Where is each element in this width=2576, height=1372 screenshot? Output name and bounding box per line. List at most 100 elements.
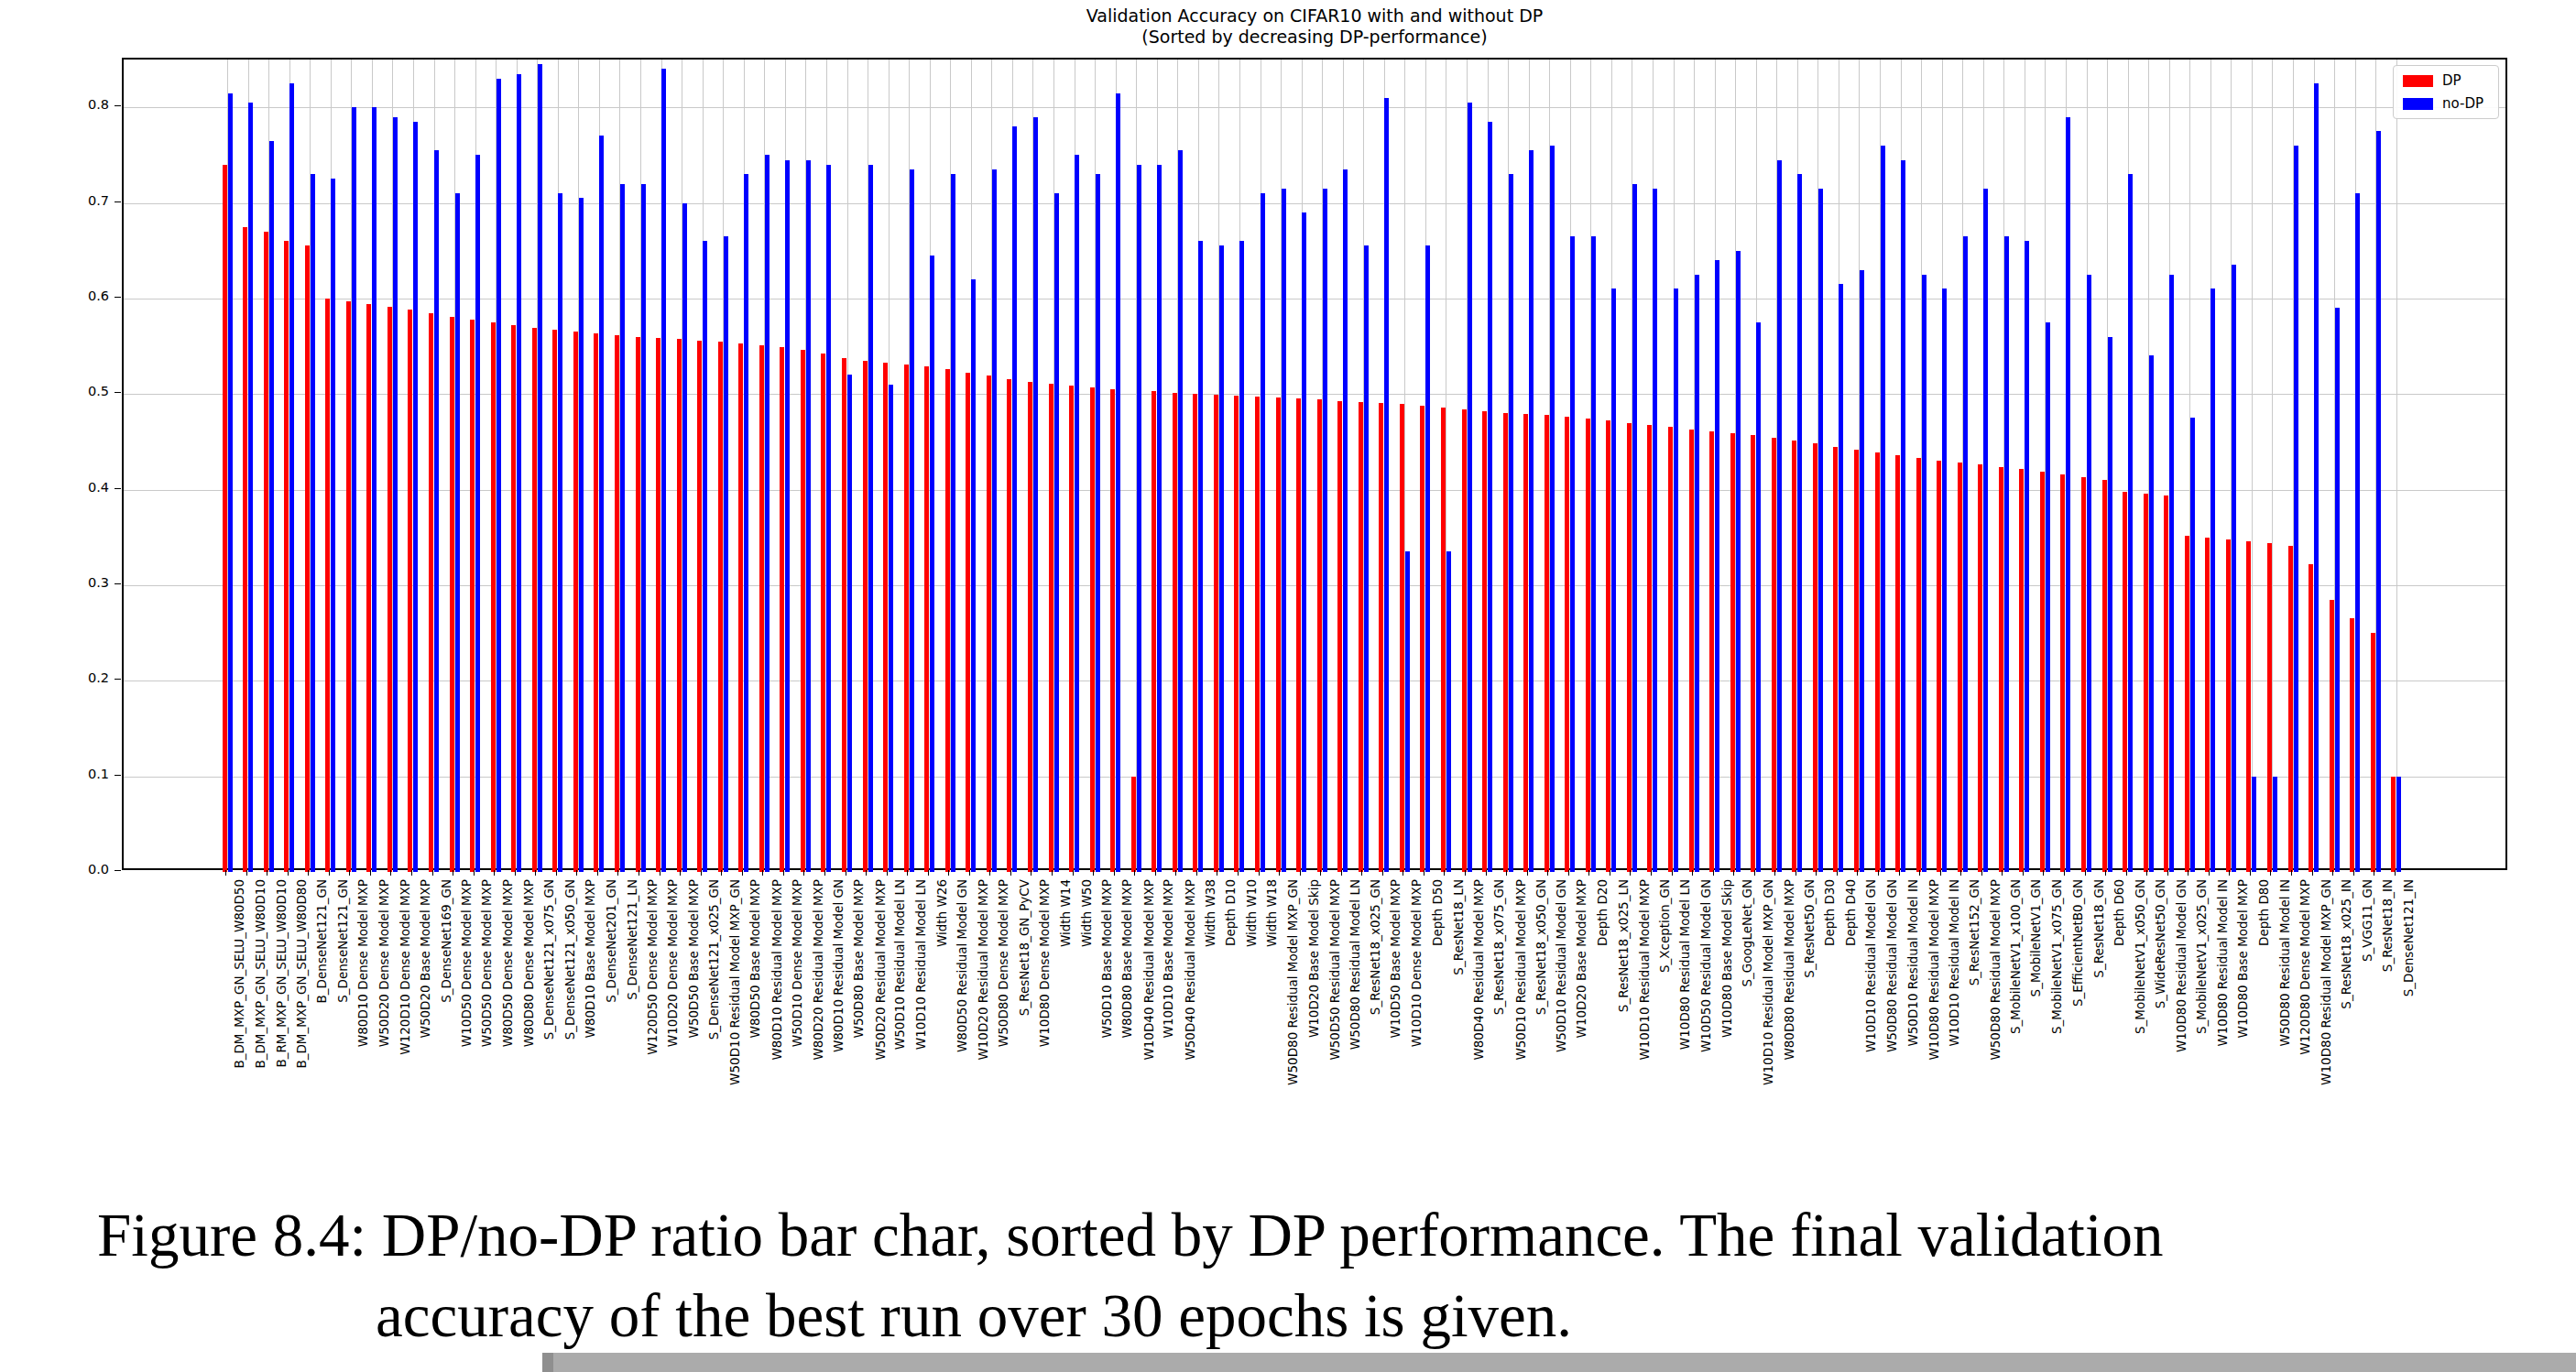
x-tick: [308, 870, 309, 876]
x-tick: [1857, 870, 1858, 876]
x-tick: [1527, 870, 1528, 876]
x-tick-label: S_ResNet18_GN: [2092, 879, 2106, 978]
paper-page: Validation Accuracy on CIFAR10 with and …: [0, 0, 2576, 1372]
bar-dp: [1069, 386, 1074, 872]
x-tick: [907, 870, 908, 876]
x-tick-label: Width W10: [1245, 879, 1259, 947]
bar-nodp: [951, 174, 955, 872]
bar-nodp: [1860, 270, 1864, 872]
x-tick: [721, 870, 722, 876]
bar-nodp: [2232, 265, 2236, 872]
y-tick-label: 0.8: [65, 97, 109, 112]
bar-nodp: [1881, 146, 1885, 872]
bar-dp: [759, 345, 764, 872]
x-tick-label: W50D40 Residual Model MXP: [1183, 879, 1196, 1061]
bar-nodp: [826, 165, 831, 872]
bar-nodp: [992, 169, 997, 872]
x-tick-label: W50D20 Dense Model MXP: [377, 879, 391, 1047]
bar-dp: [1937, 461, 1941, 872]
x-tick-label: S_ResNet50_GN: [1803, 879, 1817, 978]
x-tick: [1960, 870, 1961, 876]
x-tick: [1320, 870, 1321, 876]
x-tick-label: W10D10 Base Model MXP: [1162, 879, 1176, 1038]
x-tick: [1651, 870, 1652, 876]
bar-dp: [987, 376, 991, 872]
bar-dp: [1276, 397, 1281, 872]
x-tick: [1238, 870, 1239, 876]
x-tick-label: W80D50 Base Model MXP: [749, 879, 763, 1038]
x-tick-label: W80D50 Residual Model GN: [955, 879, 969, 1052]
x-tick-label: Depth D20: [1596, 879, 1610, 946]
legend: DP no-DP: [2393, 65, 2499, 119]
x-tick-label: W50D50 Dense Model MXP: [481, 879, 495, 1047]
bar-nodp: [2046, 322, 2050, 872]
bar-dp: [2144, 494, 2148, 872]
bar-dp: [408, 310, 412, 872]
bar-dp: [1916, 458, 1921, 872]
bar-nodp: [599, 136, 604, 872]
x-tick: [2126, 870, 2127, 876]
plot-area: [122, 58, 2507, 870]
x-tick-label: W80D80 Residual Model MXP: [1782, 879, 1796, 1061]
x-tick: [474, 870, 475, 876]
bar-nodp: [1550, 146, 1555, 872]
x-tick: [1052, 870, 1053, 876]
bar-dp: [1173, 393, 1177, 872]
bar-dp: [2123, 492, 2127, 872]
x-tick-label: S_GoogLeNet_GN: [1741, 879, 1754, 986]
bottom-scrollbar[interactable]: [542, 1353, 2576, 1372]
bar-nodp: [2294, 146, 2298, 872]
x-tick-label: S_MobileNetV1_x025_GN: [2195, 879, 2209, 1034]
x-tick: [2332, 870, 2333, 876]
x-tick: [948, 870, 949, 876]
nodp-color-swatch: [2403, 98, 2433, 110]
bar-dp: [1028, 382, 1032, 872]
x-tick: [576, 870, 577, 876]
bar-nodp: [413, 122, 418, 872]
bar-nodp: [1261, 193, 1265, 872]
x-tick: [329, 870, 330, 876]
bar-dp: [1007, 379, 1011, 872]
y-tick-label: 0.5: [65, 384, 109, 398]
bar-dp: [366, 304, 371, 872]
x-tick-label: S_DenseNet121_IN: [2402, 879, 2416, 996]
bar-nodp: [1302, 212, 1306, 872]
bar-nodp: [1425, 245, 1430, 872]
x-tick-label: W80D10 Base Model MXP: [584, 879, 597, 1038]
bar-dp: [1523, 414, 1528, 872]
x-tick-label: S_ResNet152_GN: [1968, 879, 1981, 985]
x-tick-label: S_MobileNetV1_x075_GN: [2050, 879, 2064, 1034]
x-tick: [597, 870, 598, 876]
bar-nodp: [2149, 355, 2154, 872]
x-tick: [783, 870, 784, 876]
bar-nodp: [558, 193, 562, 872]
x-tick: [1588, 870, 1589, 876]
bar-nodp: [248, 103, 253, 872]
bar-nodp: [868, 165, 873, 872]
bar-nodp: [1178, 150, 1183, 872]
x-tick: [2188, 870, 2189, 876]
bar-nodp: [2108, 337, 2112, 872]
x-tick: [288, 870, 289, 876]
bar-dp: [1379, 403, 1383, 872]
bar-nodp: [1343, 169, 1348, 872]
bar-nodp: [2190, 418, 2195, 872]
x-tick-label: W10D50 Base Model MXP: [1390, 879, 1403, 1038]
bar-dp: [1110, 389, 1115, 872]
bar-nodp: [2210, 289, 2215, 872]
bar-nodp: [1405, 551, 1410, 872]
x-tick-label: W50D10 Residual Model GN: [1555, 879, 1568, 1052]
bar-nodp: [1591, 236, 1596, 872]
x-tick-label: W50D80 Residual Model LN: [1348, 879, 1362, 1050]
x-tick: [742, 870, 743, 876]
bar-dp: [2330, 600, 2334, 872]
bar-nodp: [579, 198, 584, 872]
bar-dp: [677, 339, 682, 872]
x-tick-label: S_ResNet18_x025_LN: [1617, 879, 1631, 1012]
bar-dp: [1647, 425, 1652, 872]
bar-dp: [1545, 415, 1549, 872]
x-tick: [556, 870, 557, 876]
bar-nodp: [1736, 251, 1741, 872]
x-tick: [1300, 870, 1301, 876]
bar-dp: [1668, 427, 1673, 872]
